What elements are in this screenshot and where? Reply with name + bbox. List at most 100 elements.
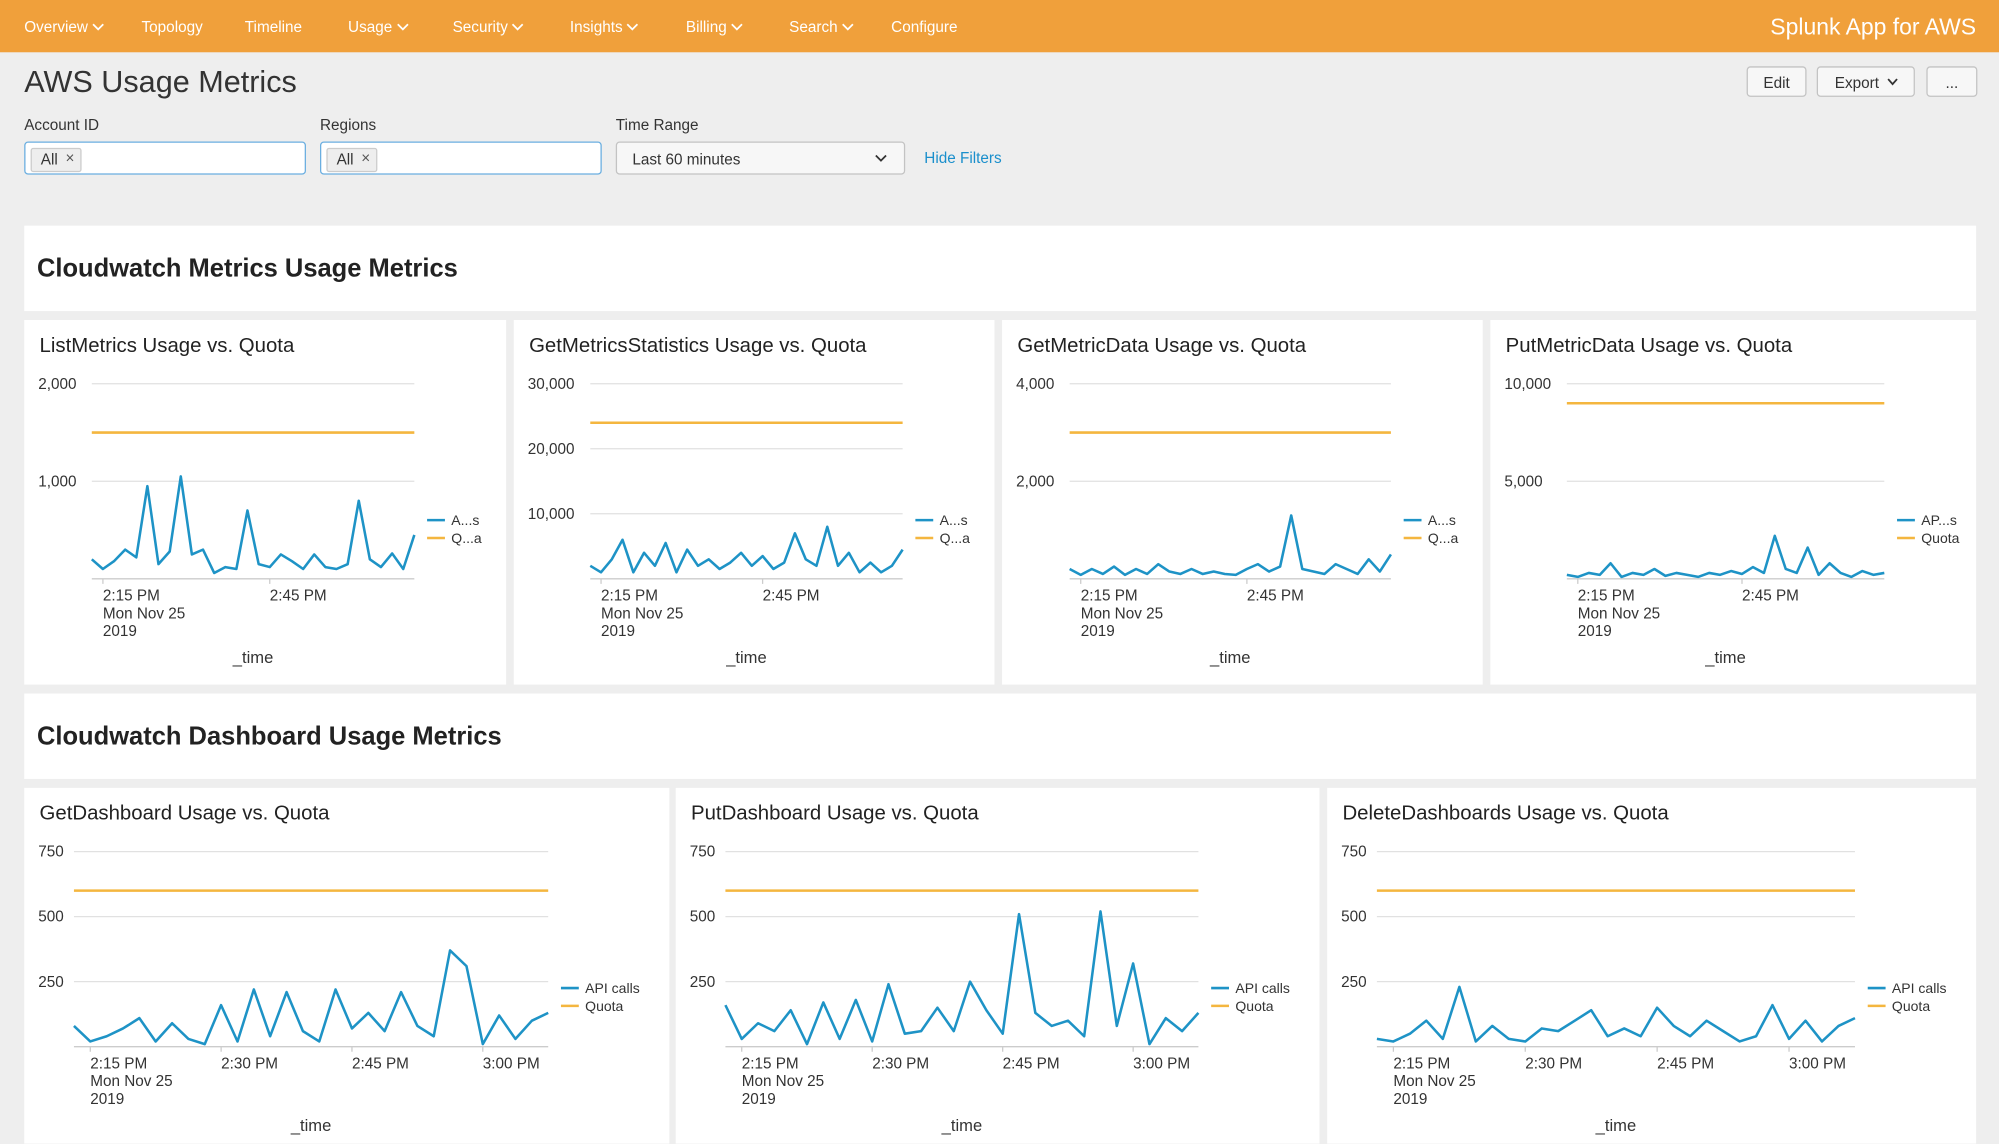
legend-label: Q...a	[1428, 530, 1459, 546]
y-tick-label: 500	[1341, 909, 1367, 926]
nav-label: Configure	[891, 18, 957, 36]
nav-item[interactable]: Usage	[348, 18, 409, 36]
x-axis-label: _time	[941, 1116, 983, 1135]
more-button[interactable]: ...	[1926, 66, 1977, 97]
chart-title: GetMetricData Usage vs. Quota	[1017, 335, 1306, 357]
x-axis-label: _time	[232, 648, 274, 667]
filter-label: Account ID	[24, 116, 99, 134]
edit-button[interactable]: Edit	[1747, 66, 1807, 97]
export-button[interactable]: Export	[1817, 66, 1915, 97]
legend-label: API calls	[1235, 980, 1290, 996]
x-tick-date: Mon Nov 25	[1578, 605, 1660, 622]
y-tick-label: 750	[1341, 844, 1367, 861]
x-tick-date: 2019	[1393, 1091, 1427, 1108]
chart-title: PutDashboard Usage vs. Quota	[691, 803, 979, 825]
panel: GetMetricData Usage vs. Quota 2,000 4,000 2…	[1002, 320, 1483, 685]
legend-label: API calls	[585, 980, 640, 996]
section-header: Cloudwatch Dashboard Usage Metrics	[24, 694, 1976, 779]
chevron-path	[513, 24, 523, 29]
series-line	[1070, 515, 1391, 574]
y-tick-label: 30,000	[528, 376, 575, 393]
chevron-path	[843, 24, 853, 29]
x-tick-label: 2:45 PM	[270, 587, 327, 604]
chart-title: GetMetricsStatistics Usage vs. Quota	[529, 335, 867, 357]
x-tick-label: 2:45 PM	[1003, 1055, 1060, 1072]
nav-item[interactable]: Search	[789, 18, 854, 36]
nav-label: Billing	[686, 18, 727, 36]
y-tick-label: 2,000	[38, 376, 76, 393]
series-line	[1567, 536, 1884, 577]
legend-label: A...s	[1428, 512, 1456, 528]
x-tick-label: 2:15 PM	[742, 1055, 799, 1072]
legend-label: A...s	[940, 512, 968, 528]
nav-label: Usage	[348, 18, 392, 36]
x-tick-label: 3:00 PM	[483, 1055, 540, 1072]
chart: DeleteDashboards Usage vs. Quota 250 500 75…	[1327, 788, 1976, 1144]
x-tick-label: 2:15 PM	[1578, 587, 1635, 604]
y-tick-label: 500	[690, 909, 716, 926]
y-tick-label: 5,000	[1504, 473, 1542, 490]
token[interactable]: All	[326, 148, 377, 172]
legend-label: A...s	[451, 512, 479, 528]
chevron-path	[732, 24, 742, 29]
filter-label: Regions	[320, 116, 376, 134]
token[interactable]: All	[31, 148, 82, 172]
chart-title: ListMetrics Usage vs. Quota	[40, 335, 295, 357]
y-tick-label: 20,000	[528, 441, 575, 458]
x-axis-label: _time	[725, 648, 767, 667]
chevron	[396, 23, 409, 32]
legend-label: Quota	[1892, 998, 1930, 1014]
y-tick-label: 2,000	[1016, 473, 1054, 490]
chevron	[875, 154, 888, 163]
x-tick-date: Mon Nov 25	[1393, 1073, 1475, 1090]
x-tick-label: 2:45 PM	[1742, 587, 1799, 604]
chart: PutMetricData Usage vs. Quota5,00010,000…	[1490, 320, 1976, 685]
nav-item[interactable]: Overview	[24, 18, 104, 36]
nav-item[interactable]: Timeline	[245, 18, 302, 36]
chart: PutDashboard Usage vs. Quota2505007502:1…	[676, 788, 1320, 1144]
time-range-value: Last 60 minutes	[632, 150, 740, 168]
x-tick-date: 2019	[601, 623, 635, 640]
y-tick-label: 750	[38, 844, 64, 861]
x-tick-label: 2:45 PM	[1247, 587, 1304, 604]
x-tick-label: 2:15 PM	[90, 1055, 147, 1072]
y-tick-label: 1,000	[38, 473, 76, 490]
legend-label: Quota	[1921, 530, 1959, 546]
series-line	[92, 476, 415, 573]
y-tick-label: 10,000	[528, 506, 575, 523]
x-tick-label: 3:00 PM	[1789, 1055, 1846, 1072]
nav-item[interactable]: Configure	[891, 18, 957, 36]
legend-label: Q...a	[451, 530, 482, 546]
legend-label: AP...s	[1921, 512, 1957, 528]
panel: DeleteDashboards Usage vs. Quota 250 500 75…	[1327, 788, 1976, 1144]
nav-label: Search	[789, 18, 837, 36]
y-tick-label: 250	[1341, 974, 1367, 991]
panel: ListMetrics Usage vs. Quota1,0002,0002:1…	[24, 320, 506, 685]
nav-label: Security	[453, 18, 508, 36]
chevron	[1887, 78, 1898, 87]
y-tick-label: 4,000	[1016, 376, 1054, 393]
chevron	[92, 23, 105, 32]
x-tick-label: 3:00 PM	[1133, 1055, 1190, 1072]
x-axis-label: _time	[1704, 648, 1746, 667]
legend-label: Q...a	[940, 530, 971, 546]
series-line	[725, 911, 1198, 1044]
nav-item[interactable]: Security	[453, 18, 525, 36]
nav-item[interactable]: Topology	[142, 18, 203, 36]
nav-label: Topology	[142, 18, 203, 36]
page-title: AWS Usage Metrics	[24, 65, 297, 101]
nav-item[interactable]: Billing	[686, 18, 743, 36]
account-input[interactable]: All	[24, 142, 306, 175]
filter-label: Time Range	[616, 116, 699, 134]
x-tick-date: 2019	[1081, 623, 1115, 640]
chart-title: DeleteDashboards Usage vs. Quota	[1342, 803, 1669, 825]
regions-input[interactable]: All	[320, 142, 602, 175]
x-tick-label: 2:15 PM	[1081, 587, 1138, 604]
hide-filters-link[interactable]: Hide Filters	[924, 149, 1001, 167]
nav-label: Insights	[570, 18, 623, 36]
nav-item[interactable]: Insights	[570, 18, 639, 36]
y-tick-label: 250	[38, 974, 64, 991]
time-range-select[interactable]: Last 60 minutes	[616, 142, 905, 175]
